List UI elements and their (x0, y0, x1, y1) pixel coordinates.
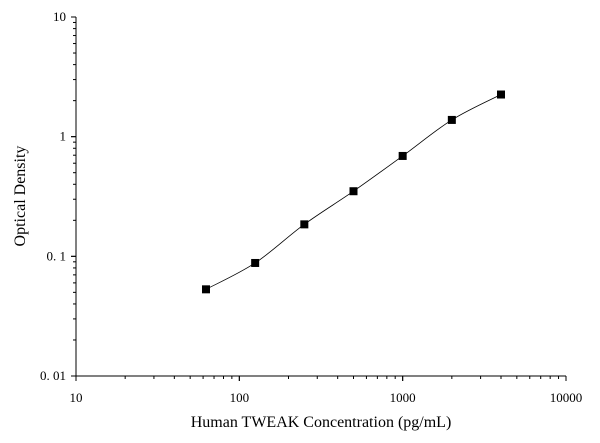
y-ticks (71, 16, 76, 377)
data-point (251, 258, 260, 267)
series-points (201, 90, 506, 294)
x-ticks (75, 376, 567, 381)
x-tick-label: 10000 (550, 390, 583, 405)
y-tick-label: 0. 01 (40, 368, 66, 383)
data-point (447, 115, 456, 124)
data-point (398, 151, 407, 160)
y-tick-label: 1 (60, 129, 67, 144)
x-tick-label: 10 (70, 390, 83, 405)
plot-frame (75, 17, 566, 377)
data-point (201, 285, 210, 294)
data-point (497, 90, 506, 99)
y-tick-label: 0. 1 (47, 248, 67, 263)
data-point (349, 187, 358, 196)
x-tick-labels: 10 100 1000 10000 (70, 390, 583, 405)
y-tick-labels: 10 1 0. 1 0. 01 (40, 9, 66, 383)
x-tick-label: 100 (230, 390, 250, 405)
x-axis-label: Human TWEAK Concentration (pg/mL) (191, 414, 452, 431)
y-axis-label: Optical Density (12, 146, 29, 247)
x-tick-label: 1000 (390, 390, 416, 405)
data-point (300, 220, 309, 229)
y-tick-label: 10 (53, 9, 66, 24)
